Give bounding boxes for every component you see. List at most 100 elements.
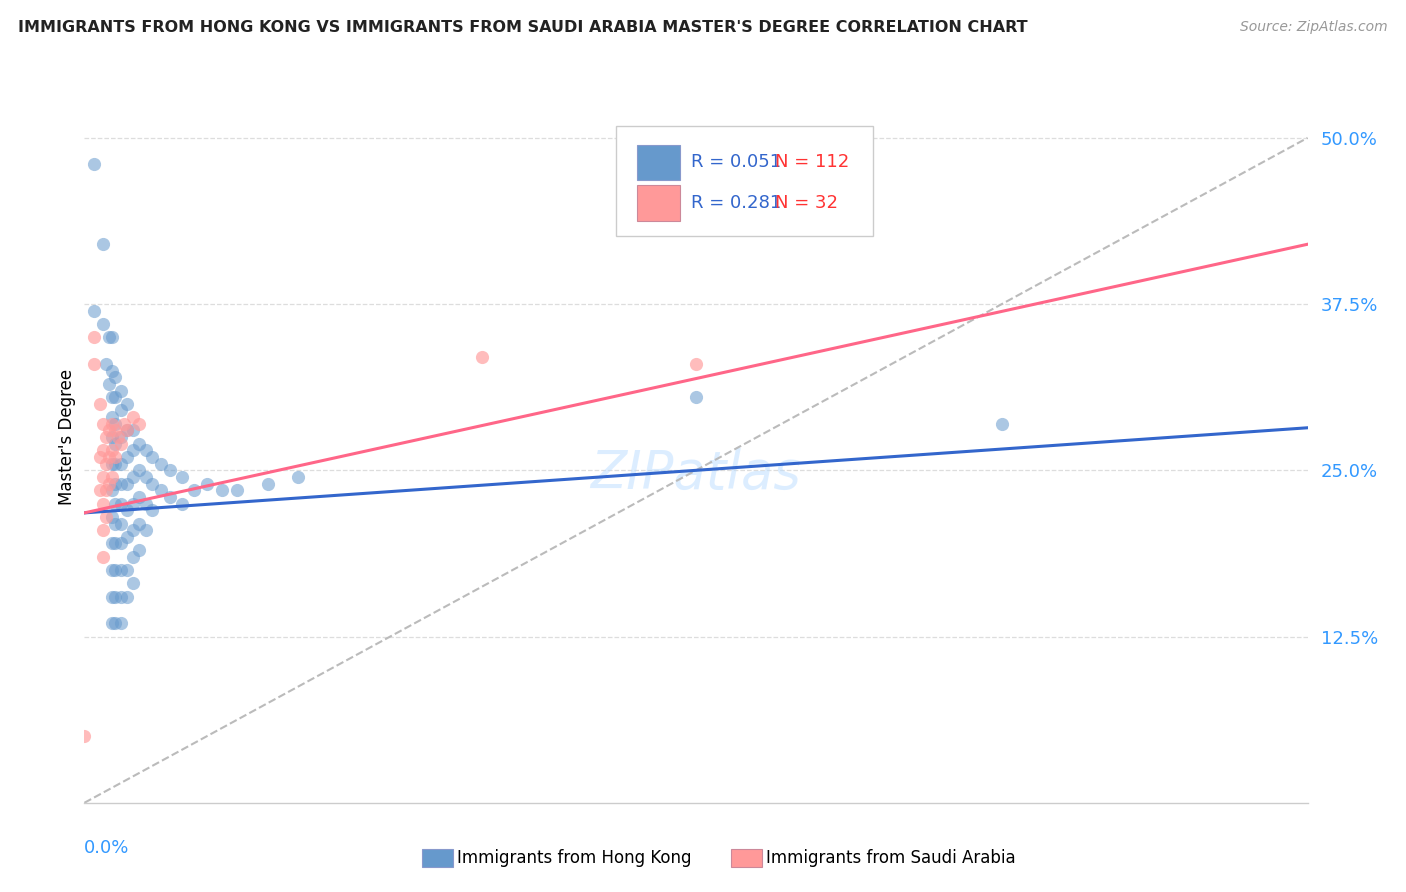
- Point: [91, 497, 114, 511]
- Point: [110, 563, 132, 577]
- Point: [91, 417, 114, 431]
- Point: [101, 390, 124, 404]
- Point: [685, 357, 707, 371]
- Point: [159, 490, 181, 504]
- Point: [107, 430, 129, 444]
- Point: [112, 417, 135, 431]
- Point: [97, 330, 120, 344]
- Point: [104, 436, 127, 450]
- Point: [104, 457, 127, 471]
- Point: [73, 729, 96, 743]
- Point: [97, 450, 120, 464]
- Point: [115, 563, 138, 577]
- Point: [159, 463, 181, 477]
- Point: [110, 590, 132, 604]
- Point: [101, 590, 124, 604]
- FancyBboxPatch shape: [637, 145, 681, 179]
- Point: [122, 410, 145, 425]
- Point: [101, 470, 124, 484]
- Point: [135, 443, 157, 458]
- Point: [83, 303, 105, 318]
- Point: [104, 417, 127, 431]
- Point: [115, 424, 138, 438]
- Point: [128, 490, 150, 504]
- Point: [104, 476, 127, 491]
- Point: [141, 450, 163, 464]
- Point: [122, 470, 145, 484]
- Point: [101, 330, 124, 344]
- Point: [110, 476, 132, 491]
- Point: [172, 497, 194, 511]
- Point: [128, 463, 150, 477]
- Text: IMMIGRANTS FROM HONG KONG VS IMMIGRANTS FROM SAUDI ARABIA MASTER'S DEGREE CORREL: IMMIGRANTS FROM HONG KONG VS IMMIGRANTS …: [18, 20, 1028, 35]
- Point: [122, 424, 145, 438]
- Point: [141, 476, 163, 491]
- Text: 0.0%: 0.0%: [84, 839, 129, 857]
- Point: [211, 483, 233, 498]
- Point: [101, 457, 124, 471]
- Point: [257, 476, 280, 491]
- Point: [91, 523, 114, 537]
- Text: Immigrants from Hong Kong: Immigrants from Hong Kong: [457, 849, 692, 867]
- Point: [104, 536, 127, 550]
- Point: [115, 397, 138, 411]
- Point: [91, 470, 114, 484]
- Point: [149, 457, 172, 471]
- Point: [83, 157, 105, 171]
- Point: [287, 470, 309, 484]
- Point: [128, 436, 150, 450]
- Point: [110, 516, 132, 531]
- Point: [115, 476, 138, 491]
- Point: [115, 530, 138, 544]
- Point: [97, 476, 120, 491]
- Point: [104, 370, 127, 384]
- Point: [101, 509, 124, 524]
- Text: N = 112: N = 112: [776, 153, 849, 171]
- Point: [101, 616, 124, 631]
- Point: [101, 410, 124, 425]
- Point: [101, 417, 124, 431]
- Point: [110, 384, 132, 398]
- Point: [91, 317, 114, 331]
- Point: [101, 536, 124, 550]
- Point: [172, 470, 194, 484]
- Point: [685, 390, 707, 404]
- Text: N = 32: N = 32: [776, 194, 838, 212]
- Point: [115, 503, 138, 517]
- Point: [104, 497, 127, 511]
- Point: [122, 443, 145, 458]
- Text: R = 0.281: R = 0.281: [692, 194, 782, 212]
- FancyBboxPatch shape: [637, 186, 681, 220]
- Point: [104, 616, 127, 631]
- Point: [128, 543, 150, 558]
- FancyBboxPatch shape: [616, 126, 873, 235]
- Point: [110, 430, 132, 444]
- Point: [101, 483, 124, 498]
- Point: [94, 457, 117, 471]
- Point: [110, 436, 132, 450]
- Point: [471, 351, 494, 365]
- Text: Immigrants from Saudi Arabia: Immigrants from Saudi Arabia: [766, 849, 1017, 867]
- Point: [115, 424, 138, 438]
- Point: [110, 457, 132, 471]
- Point: [141, 503, 163, 517]
- Point: [101, 430, 124, 444]
- Point: [94, 430, 117, 444]
- Point: [91, 549, 114, 564]
- Point: [135, 497, 157, 511]
- Point: [104, 450, 127, 464]
- Point: [115, 590, 138, 604]
- Point: [104, 390, 127, 404]
- Point: [89, 483, 111, 498]
- Point: [122, 549, 145, 564]
- Point: [122, 576, 145, 591]
- Point: [122, 497, 145, 511]
- Point: [110, 616, 132, 631]
- Point: [83, 357, 105, 371]
- Point: [94, 483, 117, 498]
- Point: [89, 450, 111, 464]
- Point: [104, 516, 127, 531]
- Point: [195, 476, 218, 491]
- Point: [91, 237, 114, 252]
- Point: [101, 363, 124, 377]
